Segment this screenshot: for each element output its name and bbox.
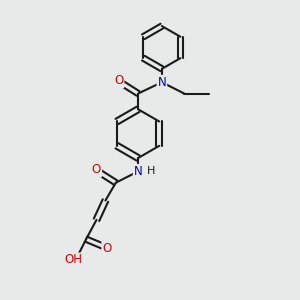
Text: OH: OH bbox=[64, 254, 82, 266]
Text: O: O bbox=[102, 242, 112, 255]
Text: H: H bbox=[146, 167, 155, 176]
Text: N: N bbox=[158, 76, 166, 89]
Text: N: N bbox=[134, 165, 142, 178]
Text: O: O bbox=[92, 164, 101, 176]
Text: O: O bbox=[114, 74, 123, 87]
